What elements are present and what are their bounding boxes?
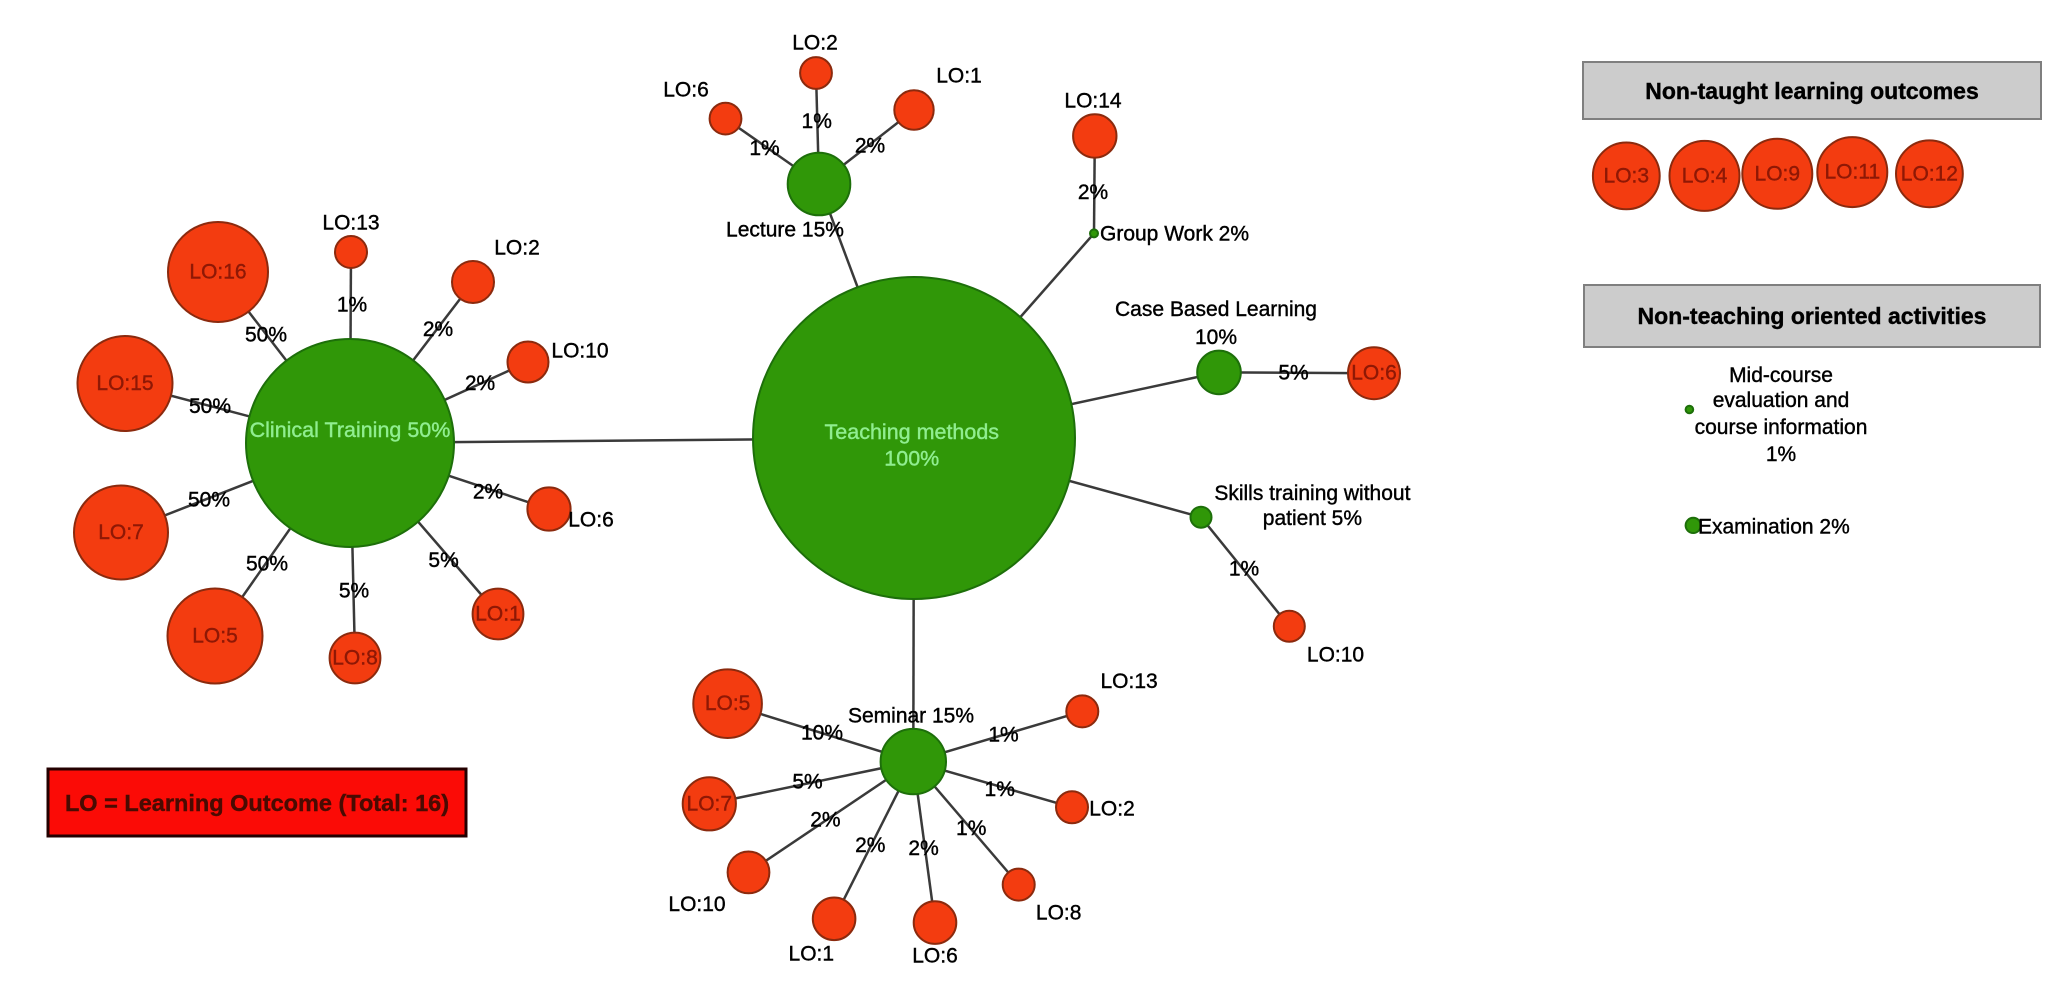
- svg-text:50%: 50%: [246, 553, 288, 576]
- svg-text:Lecture 15%: Lecture 15%: [726, 218, 844, 241]
- svg-text:LO:2: LO:2: [792, 32, 838, 55]
- svg-text:LO:2: LO:2: [1089, 798, 1135, 821]
- svg-text:Non-taught learning outcomes: Non-taught learning outcomes: [1645, 78, 1979, 104]
- svg-text:LO:11: LO:11: [1824, 161, 1880, 184]
- svg-text:LO:10: LO:10: [668, 893, 725, 916]
- svg-text:LO:1: LO:1: [475, 603, 521, 626]
- svg-text:2%: 2%: [1078, 181, 1108, 204]
- svg-text:LO:10: LO:10: [551, 340, 608, 363]
- svg-text:5%: 5%: [339, 580, 369, 603]
- svg-text:LO:14: LO:14: [1064, 90, 1122, 113]
- svg-text:5%: 5%: [428, 549, 458, 572]
- svg-text:patient 5%: patient 5%: [1263, 507, 1362, 530]
- svg-text:1%: 1%: [749, 137, 779, 160]
- svg-text:LO:1: LO:1: [789, 943, 835, 966]
- svg-text:LO:1: LO:1: [936, 65, 982, 88]
- svg-text:LO:6: LO:6: [568, 509, 614, 532]
- svg-text:evaluation and: evaluation and: [1713, 389, 1850, 412]
- svg-text:LO = Learning Outcome (Total:: LO = Learning Outcome (Total: 16): [65, 790, 449, 816]
- svg-text:LO:5: LO:5: [705, 692, 751, 715]
- svg-text:LO:3: LO:3: [1604, 164, 1650, 187]
- svg-text:5%: 5%: [792, 770, 822, 793]
- svg-text:Mid-course: Mid-course: [1729, 364, 1833, 387]
- svg-text:100%: 100%: [884, 446, 939, 470]
- svg-text:LO:13: LO:13: [322, 212, 379, 235]
- svg-text:2%: 2%: [855, 834, 885, 857]
- svg-text:2%: 2%: [423, 318, 453, 341]
- svg-text:LO:13: LO:13: [1100, 670, 1157, 693]
- svg-text:LO:9: LO:9: [1755, 162, 1801, 185]
- svg-text:50%: 50%: [188, 489, 230, 512]
- svg-text:LO:7: LO:7: [687, 792, 733, 815]
- svg-text:Non-teaching oriented activiti: Non-teaching oriented activities: [1638, 303, 1987, 329]
- svg-text:1%: 1%: [337, 294, 367, 317]
- svg-text:Skills training without: Skills training without: [1214, 482, 1410, 505]
- svg-text:1%: 1%: [956, 817, 986, 840]
- svg-text:Examination 2%: Examination 2%: [1698, 516, 1850, 539]
- svg-text:LO:6: LO:6: [663, 79, 709, 102]
- svg-text:5%: 5%: [1278, 362, 1308, 385]
- svg-text:1%: 1%: [1229, 557, 1259, 580]
- svg-text:10%: 10%: [801, 722, 843, 745]
- svg-text:Clinical Training 50%: Clinical Training 50%: [250, 418, 451, 442]
- svg-text:LO:7: LO:7: [98, 521, 144, 544]
- svg-text:2%: 2%: [855, 135, 885, 158]
- svg-text:10%: 10%: [1195, 326, 1237, 349]
- svg-text:2%: 2%: [908, 837, 938, 860]
- svg-text:LO:6: LO:6: [912, 945, 958, 968]
- svg-text:LO:10: LO:10: [1307, 643, 1364, 666]
- svg-text:LO:8: LO:8: [332, 647, 378, 670]
- svg-text:1%: 1%: [985, 778, 1015, 801]
- svg-text:LO:12: LO:12: [1901, 162, 1958, 185]
- svg-text:LO:8: LO:8: [1036, 902, 1082, 925]
- svg-text:Seminar 15%: Seminar 15%: [848, 705, 974, 728]
- svg-text:Teaching methods: Teaching methods: [825, 420, 1000, 444]
- svg-text:Group Work 2%: Group Work 2%: [1100, 222, 1249, 245]
- svg-text:50%: 50%: [189, 395, 231, 418]
- svg-text:2%: 2%: [465, 372, 495, 395]
- svg-text:course information: course information: [1695, 416, 1868, 439]
- svg-text:1%: 1%: [1766, 443, 1796, 466]
- svg-text:LO:5: LO:5: [192, 625, 238, 648]
- svg-text:1%: 1%: [802, 110, 832, 133]
- svg-text:LO:4: LO:4: [1682, 164, 1728, 187]
- svg-text:Case Based Learning: Case Based Learning: [1115, 298, 1317, 321]
- svg-text:LO:2: LO:2: [494, 237, 540, 260]
- svg-text:LO:16: LO:16: [189, 261, 246, 284]
- svg-text:2%: 2%: [473, 480, 503, 503]
- svg-text:1%: 1%: [988, 723, 1018, 746]
- svg-text:LO:15: LO:15: [96, 372, 153, 395]
- svg-text:LO:6: LO:6: [1351, 362, 1397, 385]
- svg-text:2%: 2%: [810, 808, 840, 831]
- svg-text:50%: 50%: [245, 324, 287, 347]
